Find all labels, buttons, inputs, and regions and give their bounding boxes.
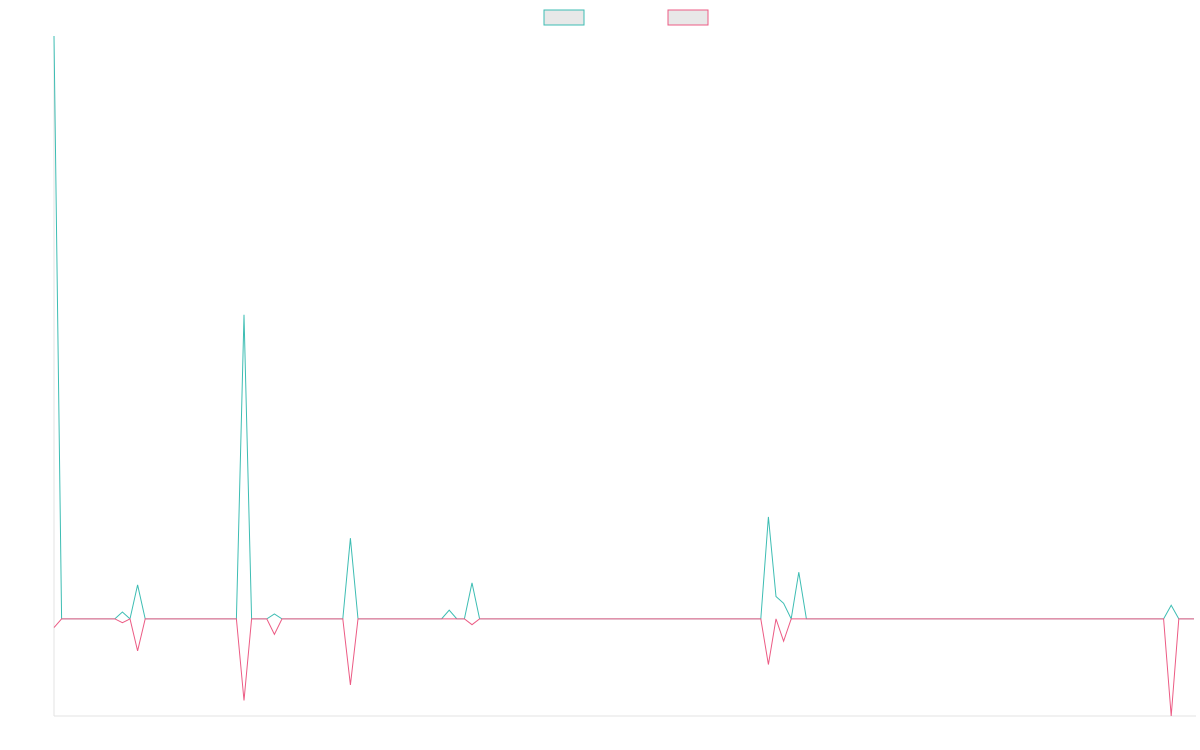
series-line (53, 618, 1194, 717)
legend-swatch (543, 9, 585, 26)
legend-swatch (667, 9, 709, 26)
series-line (53, 35, 1194, 621)
